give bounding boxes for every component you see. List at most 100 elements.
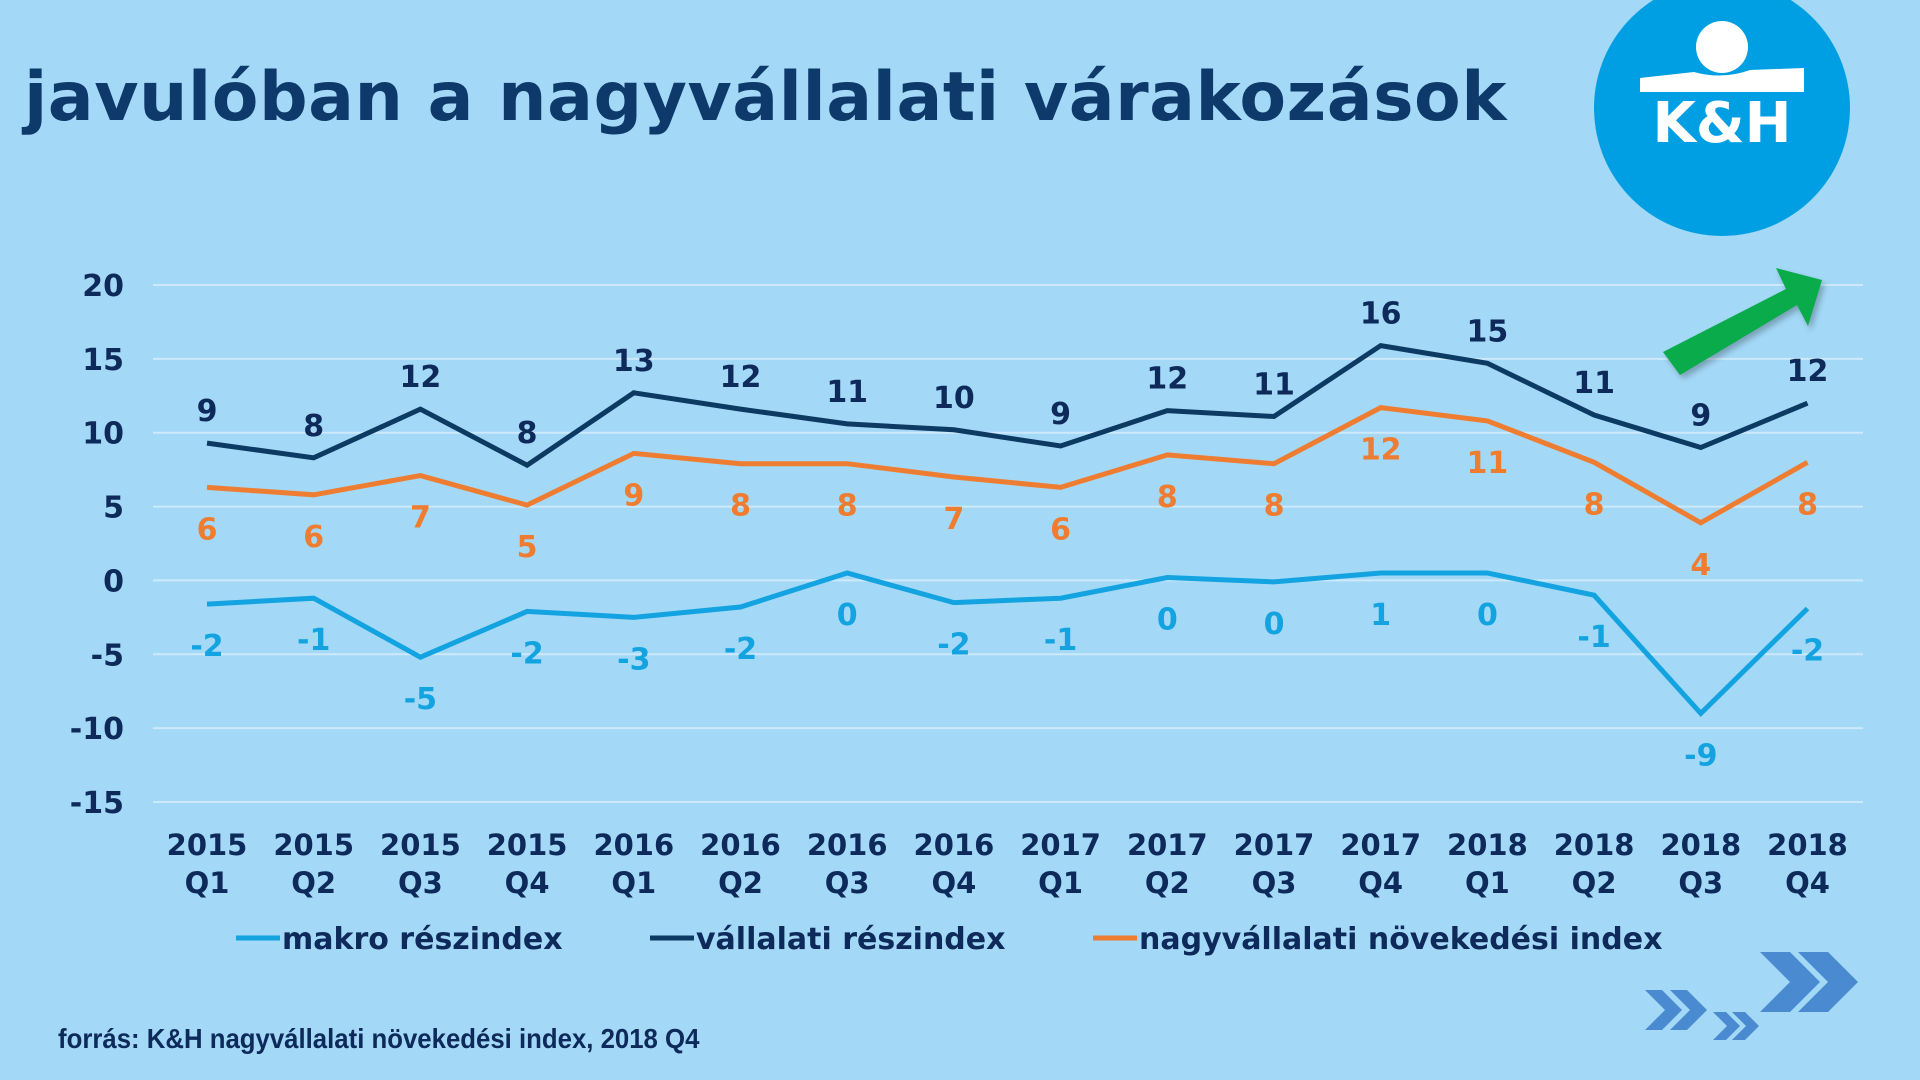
data-label: 15 — [1467, 314, 1509, 349]
data-label: 8 — [1264, 489, 1285, 524]
x-tick-quarter: Q4 — [505, 866, 550, 900]
data-label: -1 — [1044, 623, 1077, 658]
data-label: -2 — [510, 636, 543, 671]
data-label: 10 — [933, 381, 975, 416]
data-label: 0 — [837, 598, 858, 633]
data-label: -2 — [937, 628, 970, 663]
y-axis-ticks: 20 15 10 5 0 -5 -10 -15 — [70, 269, 124, 821]
data-label: 8 — [1584, 487, 1605, 522]
series-line-1 — [206, 342, 1809, 469]
x-tick-year: 2017 — [1340, 828, 1421, 862]
x-tick-year: 2016 — [593, 828, 674, 862]
x-tick-year: 2016 — [807, 828, 888, 862]
x-tick-quarter: Q4 — [1785, 866, 1830, 900]
data-label: 12 — [720, 360, 762, 395]
data-label: 11 — [1253, 367, 1295, 402]
data-label: 8 — [837, 489, 858, 524]
x-tick-quarter: Q2 — [1572, 866, 1617, 900]
data-label: 6 — [1050, 512, 1071, 547]
data-label: 7 — [410, 501, 431, 536]
data-label: 12 — [1360, 433, 1402, 468]
data-label: 11 — [1573, 366, 1615, 401]
y-tick-label: -15 — [70, 786, 124, 821]
data-label: -5 — [404, 682, 437, 717]
y-tick-label: 10 — [82, 417, 124, 452]
gridlines — [153, 284, 1863, 803]
x-tick-year: 2018 — [1660, 828, 1741, 862]
data-label: -2 — [724, 632, 757, 667]
data-label: 0 — [1477, 598, 1498, 633]
x-tick-quarter: Q2 — [291, 866, 336, 900]
data-label: 9 — [1690, 398, 1711, 433]
data-label: -9 — [1684, 738, 1717, 773]
x-tick-year: 2017 — [1020, 828, 1101, 862]
x-tick-quarter: Q1 — [1465, 866, 1510, 900]
data-label: 4 — [1690, 548, 1711, 583]
y-tick-label: 5 — [103, 491, 124, 526]
data-label: -3 — [617, 642, 650, 677]
x-axis-ticks: 2015 Q1 2015 Q2 2015 Q3 2015 Q4 2016 Q1 2016 Q2 2016… — [167, 828, 1848, 900]
data-label: 16 — [1360, 297, 1402, 332]
y-tick-label: 0 — [103, 564, 124, 599]
series-line-2 — [206, 405, 1809, 526]
legend-label: vállalati részindex — [696, 922, 1005, 957]
x-tick-year: 2018 — [1767, 828, 1848, 862]
y-tick-label: -5 — [91, 638, 124, 673]
x-tick-year: 2017 — [1127, 828, 1208, 862]
x-tick-year: 2016 — [700, 828, 781, 862]
legend-label: makro részindex — [282, 922, 563, 957]
x-tick-year: 2015 — [273, 828, 354, 862]
up-right-arrow-icon — [1663, 268, 1822, 375]
data-label: 0 — [1264, 607, 1285, 642]
data-label: 8 — [1797, 487, 1818, 522]
data-label: 11 — [1467, 446, 1509, 481]
x-tick-year: 2017 — [1234, 828, 1315, 862]
y-tick-label: -10 — [70, 712, 124, 747]
data-label: 8 — [303, 409, 324, 444]
x-tick-quarter: Q3 — [398, 866, 443, 900]
data-label: 9 — [197, 394, 218, 429]
data-label: 6 — [197, 512, 218, 547]
source-note: forrás: K&H nagyvállalati növekedési ind… — [58, 1023, 700, 1054]
series-lines — [206, 342, 1810, 718]
x-tick-quarter: Q4 — [931, 866, 976, 900]
legend: makro részindex vállalati részindex nagyvá… — [236, 922, 1662, 957]
data-label: 0 — [1157, 602, 1178, 637]
data-label: -1 — [297, 623, 330, 658]
data-label: 12 — [1146, 362, 1188, 397]
data-label: -2 — [190, 629, 223, 664]
y-tick-label: 20 — [82, 269, 124, 304]
x-tick-year: 2018 — [1447, 828, 1528, 862]
x-tick-quarter: Q1 — [185, 866, 230, 900]
data-label: 9 — [623, 478, 644, 513]
x-tick-year: 2015 — [380, 828, 461, 862]
data-label: 12 — [1787, 354, 1829, 389]
data-label: 1 — [1370, 598, 1391, 633]
data-label: 9 — [1050, 397, 1071, 432]
x-tick-quarter: Q1 — [1038, 866, 1083, 900]
data-label: 13 — [613, 344, 655, 379]
series-line-0 — [206, 570, 1810, 718]
kh-logo-icon: K&H — [1640, 21, 1804, 156]
trend-arrow — [1663, 268, 1822, 375]
data-label: -2 — [1791, 633, 1824, 668]
x-tick-quarter: Q2 — [718, 866, 763, 900]
x-tick-quarter: Q3 — [825, 866, 870, 900]
data-label: 8 — [517, 416, 538, 451]
y-tick-label: 15 — [82, 343, 124, 378]
x-tick-quarter: Q2 — [1145, 866, 1190, 900]
data-label: 6 — [303, 520, 324, 555]
data-label: -1 — [1577, 620, 1610, 655]
x-tick-quarter: Q1 — [611, 866, 656, 900]
kh-logo: K&H — [1594, 0, 1850, 236]
x-tick-year: 2015 — [487, 828, 568, 862]
logo-text: K&H — [1652, 91, 1791, 156]
data-label: 5 — [517, 530, 538, 565]
x-tick-year: 2018 — [1554, 828, 1635, 862]
x-tick-year: 2015 — [167, 828, 248, 862]
data-label: 11 — [826, 375, 868, 410]
double-chevron-right-icon — [1645, 952, 1858, 1040]
x-tick-quarter: Q3 — [1678, 866, 1723, 900]
page-title: javulóban a nagyvállalati várakozások — [24, 58, 1507, 137]
